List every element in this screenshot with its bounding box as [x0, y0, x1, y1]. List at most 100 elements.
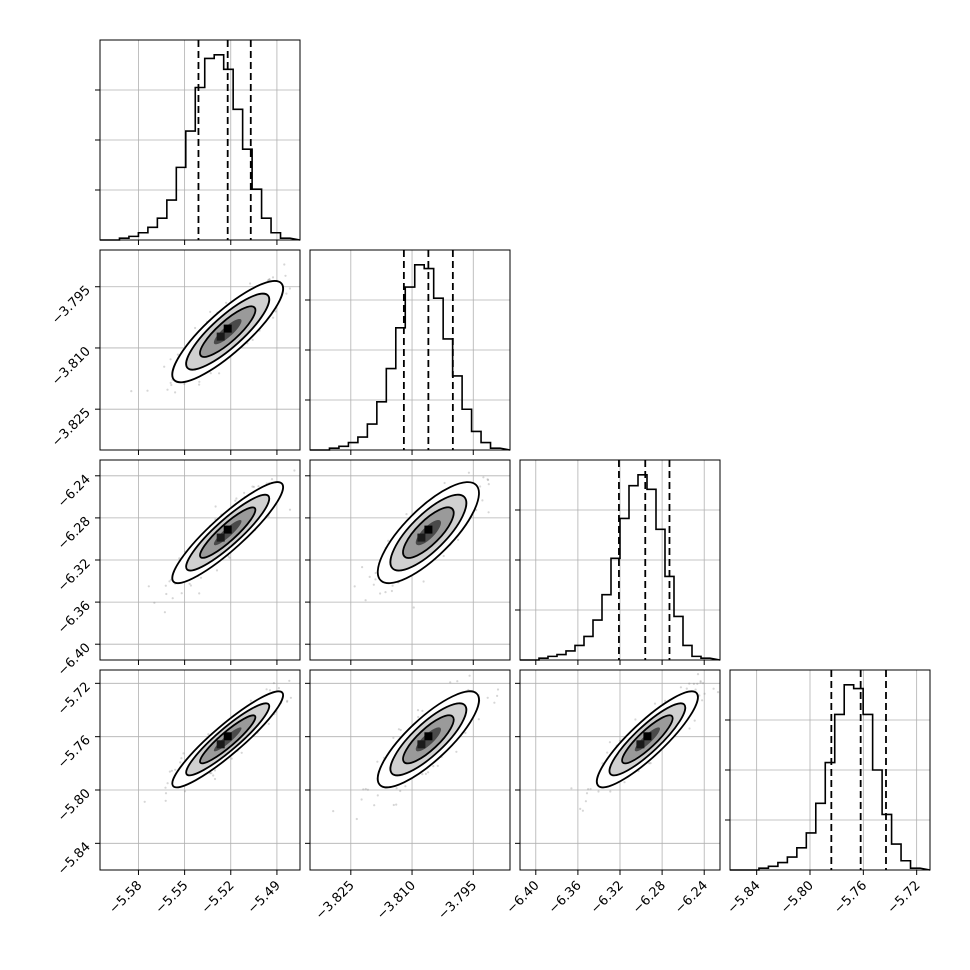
sample-point	[649, 762, 652, 765]
density-peak	[216, 332, 225, 341]
sample-point	[467, 471, 470, 474]
sample-point	[268, 278, 271, 281]
sample-point	[252, 485, 255, 488]
panel-frame	[729, 669, 931, 871]
sample-point	[694, 688, 697, 691]
sample-point	[608, 741, 612, 744]
sample-point	[457, 538, 460, 541]
sample-point	[496, 694, 499, 698]
sample-point	[390, 589, 393, 593]
sample-point	[240, 751, 243, 754]
contour-line	[376, 481, 480, 585]
sample-point	[227, 555, 230, 558]
y-tick-label: −6.28	[55, 514, 94, 553]
sample-point	[587, 788, 590, 791]
sample-point	[417, 715, 420, 719]
sample-point	[147, 585, 150, 588]
sample-point	[609, 790, 612, 793]
sample-point	[218, 372, 221, 375]
contour-line	[185, 702, 271, 777]
sample-point	[178, 557, 181, 560]
sample-point	[391, 584, 394, 587]
x-tick-label: −5.52	[199, 878, 238, 917]
sample-point	[270, 478, 274, 481]
contour-line	[185, 292, 271, 371]
sample-point	[496, 688, 500, 691]
sample-point	[679, 686, 683, 689]
sample-point	[288, 287, 291, 290]
sample-point	[696, 673, 700, 676]
sample-point	[289, 696, 292, 699]
sample-point	[368, 575, 371, 579]
sample-point	[284, 274, 287, 277]
y-tick-label: −6.40	[55, 640, 94, 679]
sample-point	[475, 508, 478, 512]
sample-point	[395, 803, 398, 806]
contour-line	[402, 506, 455, 559]
sample-point	[274, 310, 277, 313]
x-tick-label: −5.80	[778, 878, 817, 917]
sample-point	[257, 485, 260, 488]
panel-frame	[99, 249, 301, 451]
sample-point	[634, 718, 637, 721]
sample-point	[169, 358, 172, 361]
sample-point	[427, 771, 430, 774]
sample-point	[164, 799, 167, 802]
y-tick-label: −3.810	[49, 344, 94, 389]
panel-frame	[309, 669, 511, 871]
panel-3-1: −3.825 −3.810 −3.795	[305, 669, 511, 923]
contour-line	[376, 690, 480, 789]
sample-point	[597, 790, 600, 793]
contour-line	[621, 714, 674, 765]
sample-point	[179, 761, 182, 764]
sample-point	[482, 476, 485, 479]
x-tick-label: −6.24	[672, 878, 711, 917]
sample-point	[422, 580, 425, 583]
sample-point	[171, 597, 174, 600]
contour-line	[199, 305, 257, 358]
sample-point	[399, 728, 402, 732]
sample-point	[210, 772, 213, 775]
sample-point	[285, 292, 288, 295]
y-tick-label: −6.32	[55, 556, 94, 595]
sample-point	[225, 301, 228, 304]
sample-point	[251, 338, 254, 341]
sample-point	[701, 699, 704, 702]
sample-point	[164, 792, 168, 795]
sample-point	[286, 699, 289, 702]
sample-point	[163, 365, 166, 368]
density-peak	[636, 740, 645, 749]
y-tick-label: −3.825	[49, 405, 94, 450]
x-tick-label: −5.49	[245, 878, 284, 917]
sample-point	[364, 599, 367, 602]
sample-point	[493, 701, 496, 704]
panel-0-0	[95, 39, 301, 245]
sample-point	[468, 674, 471, 677]
panel-frame	[99, 39, 301, 241]
sample-point	[373, 804, 376, 807]
contour-line	[171, 481, 284, 585]
sample-point	[455, 750, 458, 753]
x-tick-label: −6.36	[546, 878, 585, 917]
density-peak	[424, 525, 433, 534]
sample-point	[653, 702, 657, 705]
sample-point	[405, 513, 408, 516]
sample-point	[487, 483, 490, 486]
sample-point	[449, 681, 452, 684]
sample-point	[130, 390, 133, 393]
sample-point	[288, 508, 292, 511]
panel-frame	[309, 249, 511, 451]
sample-point	[623, 781, 626, 784]
sample-point	[243, 491, 246, 494]
sample-point	[699, 681, 702, 684]
x-tick-label: −5.55	[153, 878, 192, 917]
contour-line	[389, 702, 468, 777]
sample-point	[698, 694, 701, 697]
sample-point	[703, 692, 706, 695]
sample-point	[397, 728, 400, 731]
sample-point	[283, 263, 286, 266]
x-tick-label: −5.72	[885, 878, 924, 917]
sample-point	[163, 611, 166, 614]
sample-point	[584, 800, 588, 803]
histogram	[100, 54, 301, 241]
